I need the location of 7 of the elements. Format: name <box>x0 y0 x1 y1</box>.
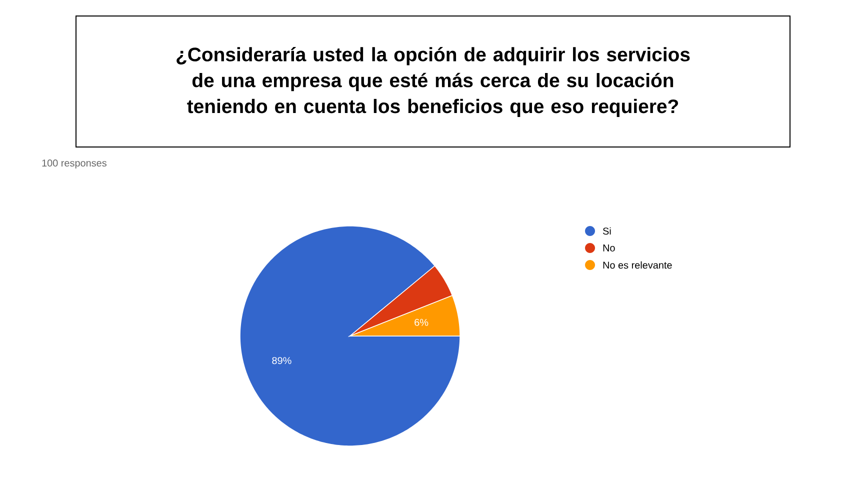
legend-label: Si <box>602 227 611 235</box>
legend-label: No es relevante <box>603 261 672 269</box>
data-label: 6% <box>414 318 428 326</box>
chart-title: ¿Consideraría usted la opción de adquirir los servicios de una empresa que esté más cerca de su locación teniendo en cuenta los beneficios que eso requiere? <box>176 46 690 118</box>
data-label: 89% <box>272 357 292 364</box>
legend-label: No <box>603 244 615 252</box>
text: 100 responses <box>42 159 106 169</box>
